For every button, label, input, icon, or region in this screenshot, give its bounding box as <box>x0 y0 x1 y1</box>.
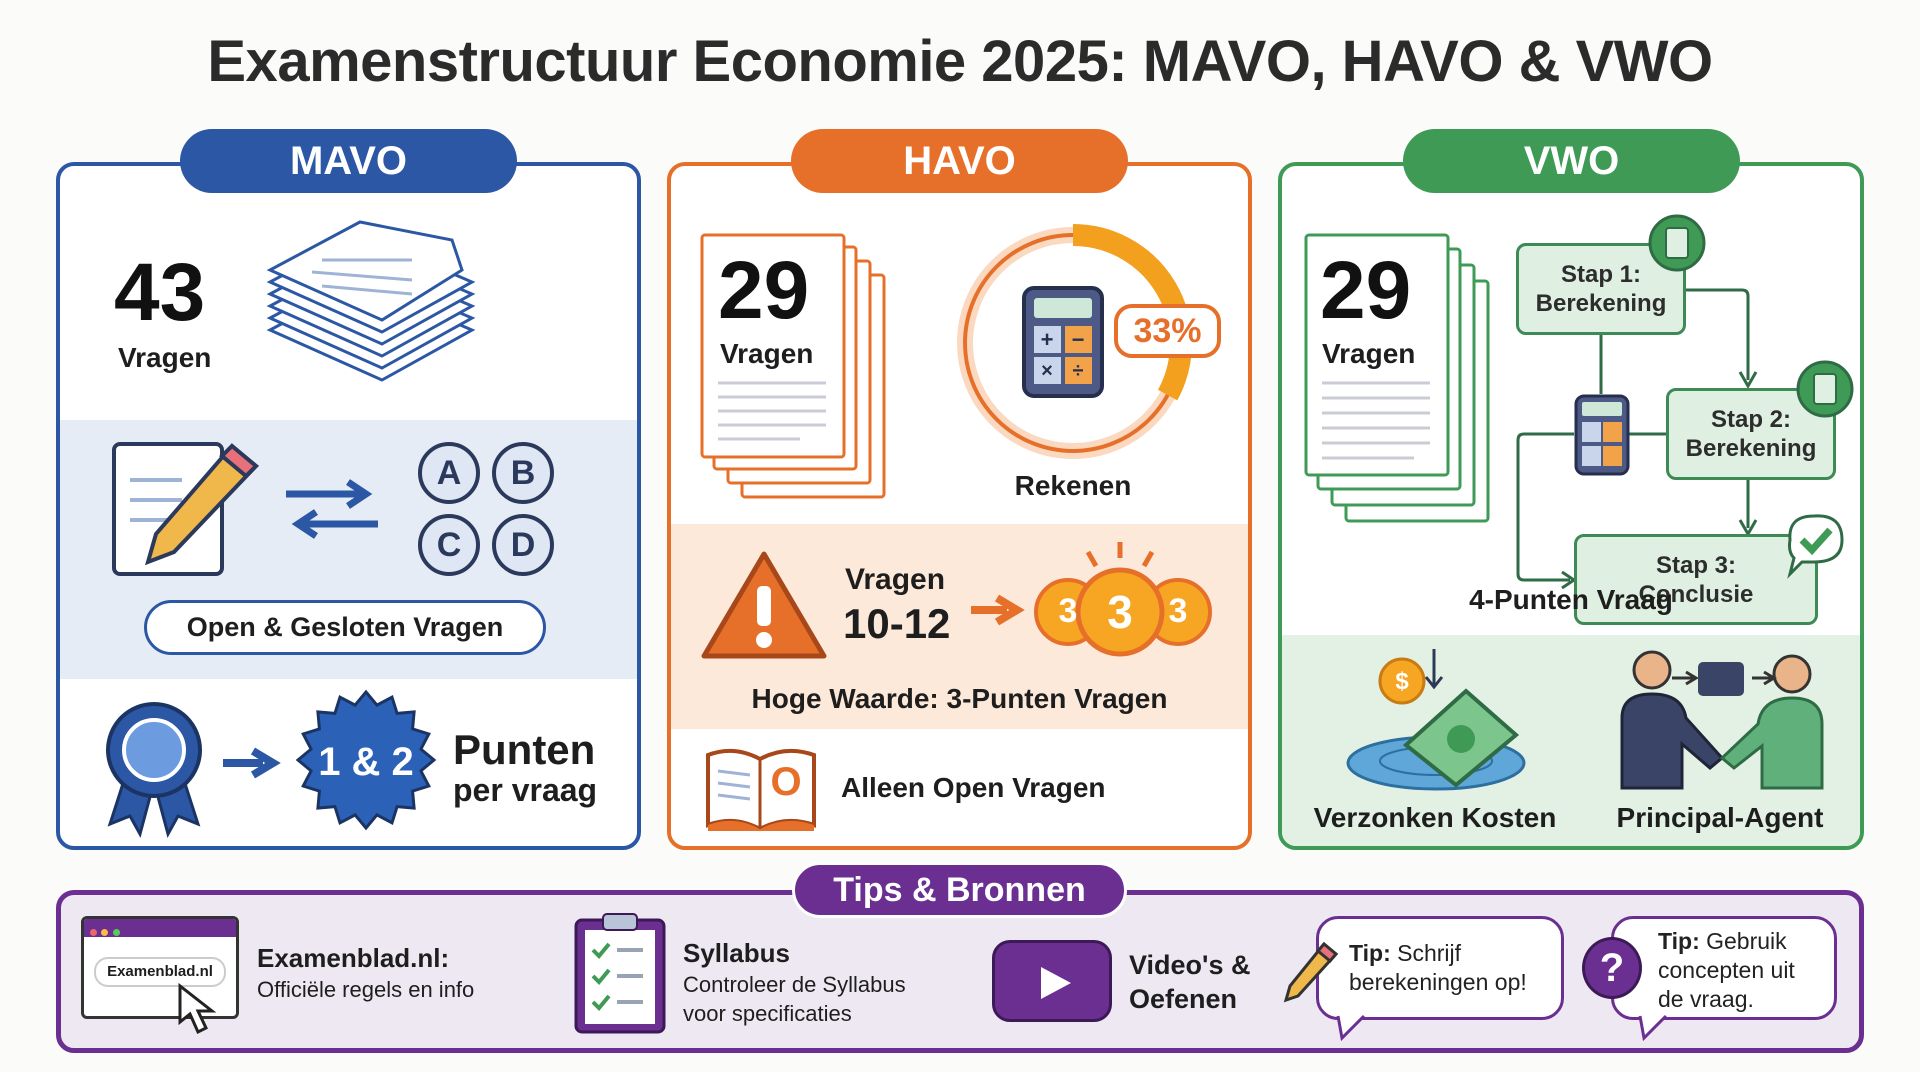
play-icon <box>1041 967 1071 999</box>
bubble-tail <box>1638 1014 1668 1042</box>
mavo-header: MAVO <box>180 129 517 193</box>
check-bubble-icon <box>1787 514 1844 579</box>
bubble-tail <box>1336 1014 1366 1042</box>
calc-share-arc <box>1072 224 1192 401</box>
step-1-title: Stap 1: <box>1560 261 1641 288</box>
havo-header: HAVO <box>791 129 1128 193</box>
book-letter: O <box>770 760 802 804</box>
vwo-header: VWO <box>1403 129 1740 193</box>
flow-step-3: Stap 3: Conclusie <box>1574 534 1818 625</box>
warning-icon <box>701 551 827 659</box>
document-pencil-icon <box>112 442 259 576</box>
tip2-line-2: concepten uit <box>1658 957 1795 983</box>
option-d: D <box>492 514 554 576</box>
starburst-badge-icon <box>295 689 437 831</box>
vwo-count-label: Vragen <box>1322 338 1416 369</box>
paper-stack-icon <box>266 220 476 382</box>
coin-value-left: 3 <box>1058 592 1078 630</box>
arrow-right-icon <box>223 747 281 779</box>
coins-icon <box>1034 542 1212 657</box>
calculator-badge-icon <box>1648 214 1706 272</box>
coin-value-center: 3 <box>1107 586 1133 638</box>
tip1-line-2: berekeningen op! <box>1349 969 1527 995</box>
examenblad-subtitle: Officiële regels en info <box>257 977 475 1002</box>
range-value: 10-12 <box>843 600 951 647</box>
tip1-rest: Schrijf <box>1390 940 1462 966</box>
step-3-text: Conclusie <box>1638 580 1754 608</box>
svg-text:÷: ÷ <box>1073 360 1084 382</box>
donut-calculator-icon: + − × ÷ <box>957 224 1192 459</box>
range-label: Vragen <box>845 563 946 596</box>
arrow-right-icon <box>971 594 1025 626</box>
vwo-question-count: 29 <box>1320 245 1412 336</box>
option-a: A <box>418 442 480 504</box>
concept-principal-agent: Principal-Agent <box>1616 802 1824 833</box>
mavo-count-label: Vragen <box>118 342 212 373</box>
step-3-title: Stap 3: <box>1655 551 1736 579</box>
option-c: C <box>418 514 480 576</box>
flow-label: 4-Punten Vraag <box>1469 584 1673 615</box>
tips-header: Tips & Bronnen <box>792 862 1127 918</box>
havo-count-label: Vragen <box>720 338 814 369</box>
step-2-title: Stap 2: <box>1710 406 1791 433</box>
cursor-icon <box>178 982 217 1035</box>
handshake-icon <box>1620 650 1824 790</box>
high-value-label: Hoge Waarde: 3-Punten Vragen <box>751 683 1168 714</box>
calc-label: Rekenen <box>1014 470 1132 501</box>
step-1-text: Berekening <box>1535 290 1667 317</box>
browser-titlebar <box>84 919 236 937</box>
calculator-badge-icon <box>1796 360 1854 418</box>
swap-arrows-icon <box>286 479 378 539</box>
svg-text:$: $ <box>1395 668 1409 695</box>
tip-bubble-concepts: Tip: Gebruik concepten uit de vraag. <box>1611 916 1837 1020</box>
clipboard-checklist-icon <box>574 913 666 1034</box>
open-questions-label: Alleen Open Vragen <box>841 772 1106 803</box>
play-video-button[interactable] <box>992 940 1112 1022</box>
calculator-icon <box>1574 394 1630 476</box>
multiple-choice-options: A B C D <box>416 442 556 578</box>
question-mark-icon: ? <box>1582 937 1642 999</box>
video-line-1: Video's & <box>1129 950 1251 980</box>
document-stack-icon <box>700 233 886 499</box>
tip1-bold: Tip: <box>1349 940 1391 966</box>
question-type-label: Open & Gesloten Vragen <box>144 600 546 655</box>
video-line-2: Oefenen <box>1129 984 1238 1014</box>
havo-question-count: 29 <box>718 245 810 336</box>
coin-value-right: 3 <box>1168 592 1188 630</box>
pencil-icon <box>1283 941 1339 1003</box>
syllabus-line-2: voor specificaties <box>683 1001 852 1026</box>
sunk-cost-icon: $ <box>1346 649 1526 791</box>
browser-address-text: Examenblad.nl <box>94 957 226 987</box>
concept-sunk-cost: Verzonken Kosten <box>1313 802 1557 833</box>
syllabus-title[interactable]: Syllabus <box>683 938 790 968</box>
mavo-question-count: 43 <box>114 247 206 338</box>
points-title: Punten <box>453 726 596 773</box>
examenblad-title[interactable]: Examenblad.nl: <box>257 943 450 973</box>
tip2-bold: Tip: <box>1658 928 1700 954</box>
tip2-line-3: de vraag. <box>1658 986 1754 1012</box>
points-subtitle: per vraag <box>453 772 598 808</box>
step-2-text: Berekening <box>1685 435 1817 462</box>
option-b: B <box>492 442 554 504</box>
open-book-icon <box>706 748 816 832</box>
calc-percent-badge: 33% <box>1114 304 1221 358</box>
svg-text:+: + <box>1041 327 1054 352</box>
tip-bubble-calculations: Tip: Schrijf berekeningen op! <box>1316 916 1564 1020</box>
svg-text:×: × <box>1041 360 1053 382</box>
svg-text:−: − <box>1072 327 1085 352</box>
tip2-rest: Gebruik <box>1699 928 1787 954</box>
ribbon-award-icon <box>106 702 202 838</box>
points-badge-text: 1 & 2 <box>318 740 414 784</box>
document-stack-icon <box>1304 233 1490 523</box>
syllabus-line-1: Controleer de Syllabus <box>683 972 906 997</box>
browser-window-icon: Examenblad.nl <box>81 916 239 1019</box>
page-title: Examenstructuur Economie 2025: MAVO, HAV… <box>207 29 1713 94</box>
